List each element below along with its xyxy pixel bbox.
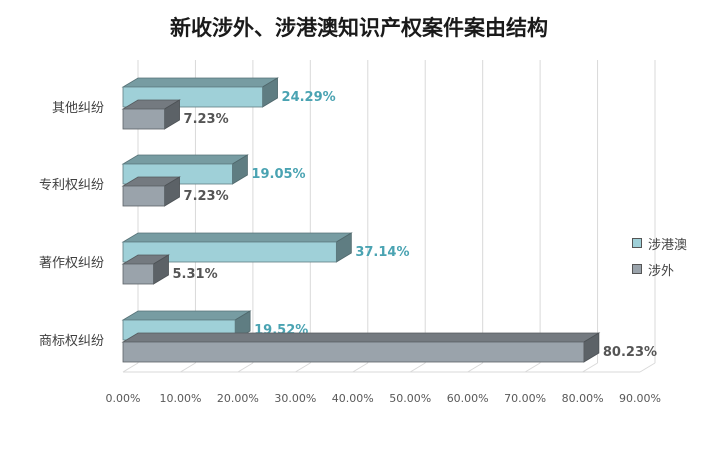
data-label: 80.23% bbox=[603, 345, 657, 360]
gridline-floor bbox=[295, 362, 311, 373]
bar-top-face bbox=[121, 154, 249, 165]
data-label: 19.05% bbox=[251, 167, 305, 182]
bar-top-face bbox=[121, 232, 353, 243]
x-tick-label: 70.00% bbox=[504, 392, 546, 405]
legend-swatch-series-0 bbox=[632, 238, 642, 248]
gridline-floor bbox=[180, 362, 196, 373]
legend: 涉港澳 涉外 bbox=[632, 230, 687, 282]
gridline-floor bbox=[524, 362, 541, 373]
legend-item-series-0: 涉港澳 bbox=[632, 230, 687, 256]
data-label: 37.14% bbox=[355, 245, 409, 260]
legend-label-series-0: 涉港澳 bbox=[648, 237, 688, 253]
legend-label-series-1: 涉外 bbox=[648, 263, 675, 279]
bar bbox=[122, 241, 337, 263]
gridline-floor bbox=[639, 362, 656, 373]
gridline-floor bbox=[122, 362, 139, 373]
x-tick-label: 20.00% bbox=[217, 392, 259, 405]
category-label: 专利权纠纷 bbox=[39, 177, 104, 193]
bar bbox=[122, 185, 165, 207]
bar-top-face bbox=[121, 310, 252, 321]
chart-title: 新收涉外、涉港澳知识产权案件案由结构 bbox=[170, 16, 548, 40]
legend-swatch-series-1 bbox=[632, 264, 642, 274]
category-label: 著作权纠纷 bbox=[39, 255, 104, 271]
bar-top-face bbox=[121, 77, 279, 88]
x-tick-label: 60.00% bbox=[447, 392, 489, 405]
bar-top-face bbox=[121, 332, 601, 343]
gridline-floor bbox=[352, 362, 369, 373]
data-label: 7.23% bbox=[184, 112, 229, 127]
x-tick-label: 30.00% bbox=[274, 392, 316, 405]
gridline-floor bbox=[582, 362, 598, 373]
gridline-floor bbox=[409, 362, 426, 373]
data-label: 5.31% bbox=[173, 267, 218, 282]
x-tick-label: 50.00% bbox=[389, 392, 431, 405]
gridline-floor bbox=[467, 362, 483, 373]
x-tick-label: 10.00% bbox=[159, 392, 201, 405]
x-tick-label: 90.00% bbox=[619, 392, 661, 405]
x-tick-label: 40.00% bbox=[332, 392, 374, 405]
x-tick-label: 80.00% bbox=[562, 392, 604, 405]
bar bbox=[122, 263, 154, 285]
category-label: 其他纠纷 bbox=[52, 101, 104, 116]
bar bbox=[122, 341, 585, 363]
data-label: 7.23% bbox=[184, 189, 229, 204]
category-label: 商标权纠纷 bbox=[39, 333, 104, 349]
gridline-floor bbox=[237, 362, 254, 373]
bar bbox=[122, 108, 165, 130]
data-label: 24.29% bbox=[282, 90, 336, 105]
legend-item-series-1: 涉外 bbox=[632, 256, 687, 282]
x-tick-label: 0.00% bbox=[106, 392, 141, 405]
